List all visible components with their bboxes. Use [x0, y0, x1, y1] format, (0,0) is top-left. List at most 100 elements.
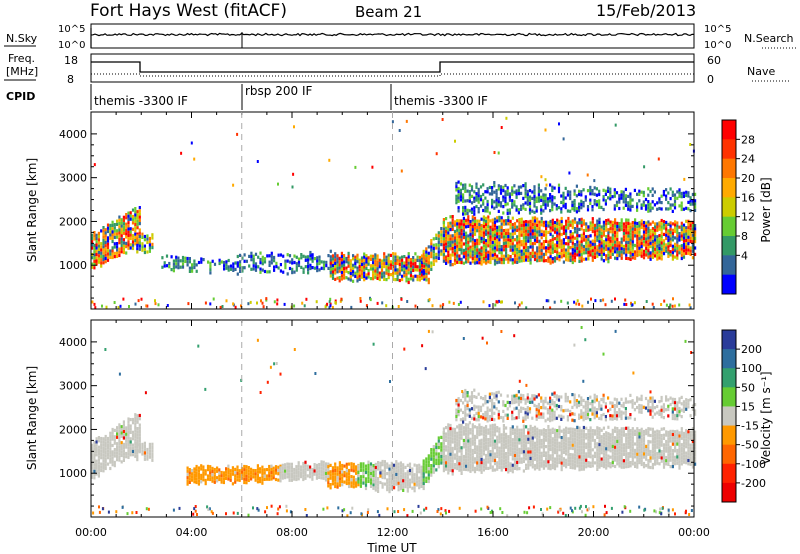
scatter-cell	[509, 248, 512, 252]
scatter-cell	[136, 247, 139, 251]
scatter-cell	[464, 212, 467, 216]
scatter-cell	[380, 269, 384, 273]
scatter-cell	[266, 270, 269, 274]
scatter-cell	[591, 461, 594, 465]
scatter-cell	[372, 264, 375, 268]
scatter-cell	[473, 466, 477, 470]
noise-cell	[371, 165, 374, 169]
scatter-cell	[498, 430, 501, 434]
scatter-cell	[462, 209, 465, 213]
scatter-cell	[476, 461, 479, 465]
scatter-cell	[576, 246, 579, 251]
scatter-cell	[605, 466, 608, 470]
scatter-cell	[620, 436, 623, 440]
scatter-cell	[243, 471, 246, 475]
scatter-cell	[435, 468, 438, 472]
scatter-cell	[673, 203, 677, 207]
scatter-cell	[414, 268, 417, 272]
scatter-cell	[493, 246, 497, 250]
scatter-cell	[502, 456, 505, 460]
scatter-cell	[421, 276, 424, 280]
scatter-cell	[678, 248, 681, 252]
scatter-cell	[473, 239, 477, 243]
scatter-cell	[430, 473, 433, 477]
scatter-cell	[365, 260, 368, 264]
scatter-cell	[529, 229, 532, 233]
scatter-cell	[491, 186, 494, 190]
scatter-cell	[591, 435, 594, 439]
scatter-cell	[279, 476, 282, 480]
scatter-cell	[513, 450, 517, 454]
scatter-cell	[647, 200, 650, 204]
scatter-cell	[389, 253, 392, 257]
scatter-cell	[134, 454, 137, 458]
scatter-cell	[671, 247, 674, 252]
scatter-cell	[302, 471, 305, 475]
scatter-cell	[367, 467, 370, 471]
scatter-cell	[487, 218, 490, 222]
scatter-cell	[405, 256, 408, 260]
scatter-cell	[476, 435, 479, 439]
scatter-cell	[553, 451, 557, 455]
scatter-cell	[122, 426, 125, 430]
scatter-cell	[527, 460, 530, 464]
scatter-cell	[678, 235, 681, 239]
scatter-cell	[458, 443, 461, 447]
scatter-cell	[489, 244, 492, 249]
scatter-cell	[343, 263, 346, 267]
scatter-cell	[627, 204, 630, 208]
scatter-cell	[636, 221, 639, 226]
scatter-cell	[642, 236, 646, 241]
scatter-cell	[505, 442, 508, 446]
scatter-cell	[432, 448, 435, 452]
scatter-cell	[469, 261, 472, 265]
scatter-cell	[425, 271, 428, 276]
scatter-cell	[473, 258, 477, 262]
scatter-cell	[440, 239, 443, 243]
scatter-cell	[578, 247, 581, 251]
scatter-cell	[456, 425, 459, 429]
scatter-cell	[131, 221, 135, 225]
scatter-cell	[372, 257, 375, 262]
scatter-cell	[536, 236, 539, 240]
scatter-cell	[525, 434, 528, 438]
scatter-cell	[471, 250, 474, 254]
noise-cell	[573, 300, 576, 304]
scatter-cell	[432, 464, 435, 468]
scatter-cell	[611, 454, 614, 458]
scatter-cell	[551, 244, 554, 248]
scatter-cell	[322, 463, 325, 468]
scatter-cell	[565, 235, 568, 239]
scatter-cell	[527, 252, 530, 256]
scatter-cell	[274, 468, 278, 472]
scatter-cell	[442, 250, 445, 254]
scatter-cell	[515, 208, 518, 212]
scatter-cell	[654, 244, 657, 248]
scatter-cell	[498, 228, 501, 232]
scatter-cell	[467, 237, 470, 241]
scatter-cell	[460, 248, 463, 252]
scatter-cell	[111, 223, 114, 228]
scatter-cell	[547, 243, 550, 247]
scatter-cell	[624, 200, 627, 204]
scatter-cell	[551, 201, 554, 205]
scatter-cell	[386, 481, 389, 485]
scatter-cell	[449, 468, 452, 472]
scatter-cell	[109, 438, 112, 442]
scatter-cell	[231, 482, 234, 486]
scatter-cell	[432, 256, 435, 260]
noise-cell	[193, 157, 196, 161]
scatter-cell	[625, 458, 628, 462]
scatter-cell	[392, 258, 395, 262]
scatter-cell	[540, 255, 543, 259]
scatter-cell	[281, 463, 284, 467]
scatter-cell	[638, 221, 641, 225]
scatter-cell	[631, 446, 634, 450]
scatter-cell	[674, 223, 677, 227]
scatter-cell	[109, 230, 112, 234]
scatter-cell	[527, 249, 530, 253]
scatter-cell	[538, 429, 541, 433]
scatter-cell	[567, 245, 570, 249]
scatter-cell	[372, 277, 375, 281]
